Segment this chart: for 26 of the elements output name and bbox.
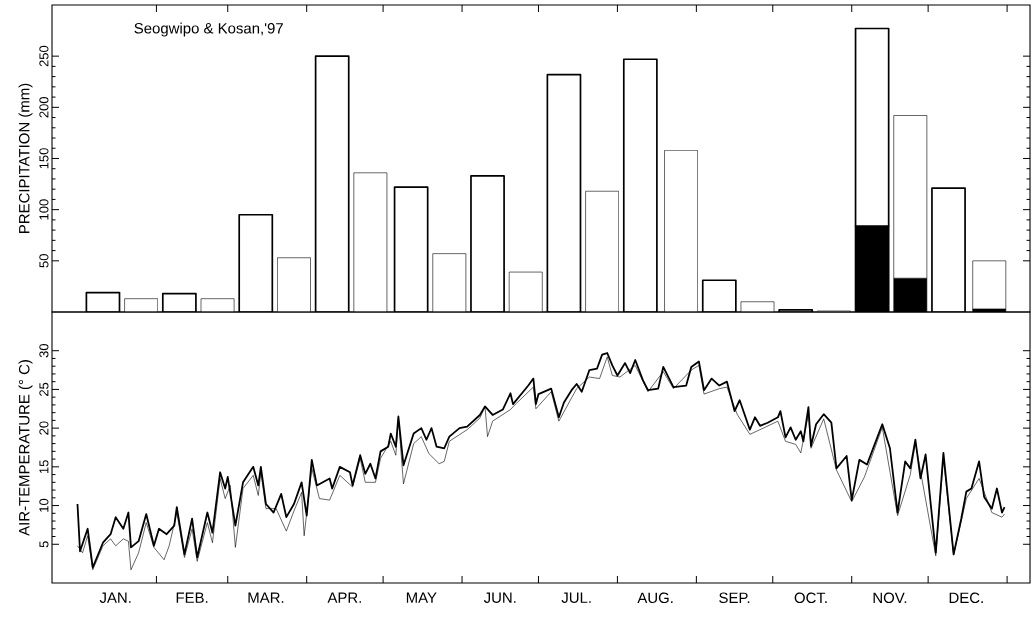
y-axis-title: AIR-TEMPERATURE (° C) — [18, 360, 33, 536]
x-tick-label: DEC. — [949, 592, 983, 604]
x-tick-label: MAR. — [248, 592, 284, 603]
x-tick-label: MAY — [406, 592, 437, 603]
y-tick-label: 15 — [39, 460, 49, 474]
y-tick-label: 200 — [39, 97, 49, 118]
y-tick-label: 250 — [39, 45, 49, 67]
y-tick-label: 25 — [39, 382, 49, 396]
x-tick-label: AUG. — [637, 592, 673, 604]
y-tick-label: 30 — [39, 344, 49, 358]
x-tick-label: OCT. — [794, 592, 827, 604]
y-axis-title: PRECIPITATION (mm) — [18, 83, 33, 233]
x-tick-label: APR. — [327, 592, 361, 603]
x-tick-label: SEP. — [719, 592, 750, 604]
annotation: Seogwipo & Kosan,'97 — [134, 22, 283, 37]
y-tick-label: 150 — [39, 148, 49, 169]
x-tick-label: JUN. — [483, 592, 516, 603]
x-tick-label: JAN. — [99, 592, 131, 603]
y-tick-label: 10 — [39, 498, 49, 512]
x-tick-label: NOV. — [873, 592, 907, 604]
y-tick-label: 50 — [39, 254, 49, 268]
y-tick-label: 20 — [39, 421, 49, 435]
y-tick-label: 100 — [39, 199, 49, 220]
y-tick-label: 5 — [39, 541, 49, 548]
x-tick-label: FEB. — [176, 592, 208, 603]
x-tick-label: JUL. — [561, 592, 591, 603]
